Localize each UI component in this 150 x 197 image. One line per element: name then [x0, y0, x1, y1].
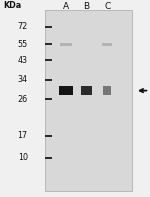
Text: C: C	[104, 2, 110, 11]
Text: 55: 55	[18, 40, 28, 49]
Bar	[59, 86, 73, 95]
Bar	[60, 43, 72, 46]
Text: A: A	[63, 2, 69, 11]
Text: KDa: KDa	[3, 1, 21, 10]
Text: B: B	[83, 2, 89, 11]
Text: 26: 26	[18, 95, 28, 104]
Bar	[45, 10, 132, 191]
Text: 10: 10	[18, 153, 28, 162]
Text: 43: 43	[18, 56, 28, 65]
Text: 34: 34	[18, 75, 28, 84]
Bar	[102, 43, 112, 46]
Bar	[103, 86, 111, 95]
Text: 72: 72	[18, 22, 28, 31]
Bar	[81, 86, 92, 95]
Text: 17: 17	[18, 131, 28, 140]
